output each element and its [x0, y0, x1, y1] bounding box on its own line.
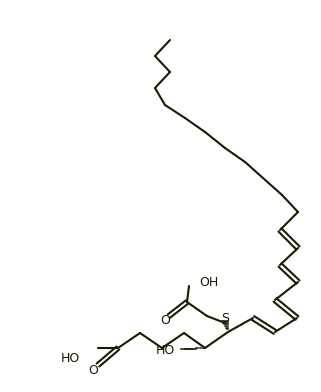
Text: OH: OH [199, 276, 218, 289]
Text: HO: HO [156, 343, 175, 356]
Text: O: O [88, 365, 98, 377]
Text: HO: HO [60, 352, 80, 365]
Text: S: S [221, 312, 229, 325]
Text: O: O [160, 314, 170, 327]
